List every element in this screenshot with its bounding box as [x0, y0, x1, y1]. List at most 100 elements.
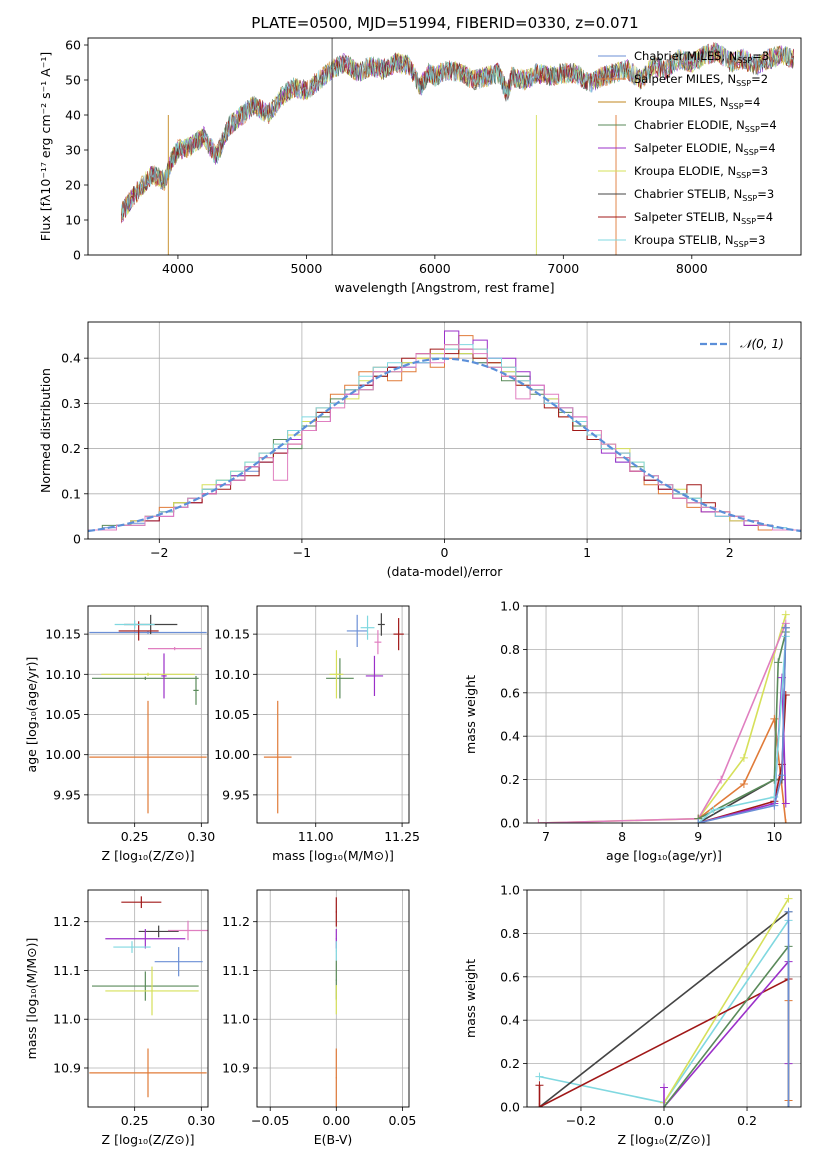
series-line — [697, 715, 787, 823]
legend-label: Chabrier MILES, NSSP=3 — [634, 49, 769, 65]
legend-label-sub: SSP — [736, 79, 751, 88]
series-marker — [535, 1103, 544, 1107]
series-marker — [781, 819, 790, 823]
plot-area — [257, 606, 409, 823]
legend-label-suffix: =4 — [760, 118, 777, 132]
x-tick-label: 0.30 — [187, 1113, 215, 1128]
x-axis-label: E(B-V) — [314, 1132, 353, 1147]
legend-label: Salpeter MILES, NSSP=2 — [634, 72, 768, 88]
y-tick-label: 11.0 — [53, 1012, 81, 1027]
y-tick-label: 10.15 — [45, 627, 81, 642]
legend-label-sub: SSP — [742, 194, 757, 203]
legend-label: Salpeter ELODIE, NSSP=4 — [634, 141, 776, 157]
series-marker — [770, 775, 779, 784]
y-tick-label: 0.8 — [500, 926, 520, 941]
y-tick-label: 10.05 — [45, 707, 81, 722]
series-marker — [709, 805, 718, 814]
panel-massweight_vs_age: 7 8 9 10 0.0 0.2 0.4 0.6 0.8 1.0 age [log₁₀(age/yr… — [463, 599, 802, 863]
axes-frame — [87, 889, 209, 1108]
x-tick-label: 0.2 — [737, 1113, 757, 1128]
series-line — [539, 911, 789, 1107]
legend-label-main: Kroupa STELIB, N — [634, 233, 734, 247]
legend-label: Kroupa STELIB, NSSP=3 — [634, 233, 765, 249]
x-axis-label: Z [log₁₀(Z/Z⊙)] — [618, 1132, 711, 1147]
y-tick-label: 11.1 — [222, 963, 250, 978]
y-tick-label: 0.2 — [500, 772, 520, 787]
axes-frame — [87, 321, 802, 540]
y-tick-label: 0.4 — [500, 729, 520, 744]
x-tick-label: 7 — [542, 829, 550, 844]
legend-label: Salpeter STELIB, NSSP=4 — [634, 210, 773, 226]
y-tick-label: 11.0 — [222, 1012, 250, 1027]
legend-label-main: Chabrier ELODIE, N — [634, 118, 745, 132]
x-tick-label: 11.25 — [384, 829, 420, 844]
series-marker — [660, 1103, 668, 1107]
series-marker — [777, 771, 786, 780]
spectrum-line — [121, 42, 794, 220]
y-tick-label: 0.0 — [500, 816, 520, 831]
series-line — [697, 636, 787, 823]
x-tick-label: 7000 — [547, 261, 579, 276]
y-axis-label: mass weight — [463, 675, 478, 754]
legend-label-suffix: =3 — [752, 49, 769, 63]
series-marker — [784, 1103, 793, 1107]
series-marker — [660, 1083, 668, 1092]
series-marker — [770, 801, 779, 810]
axes-frame — [256, 605, 410, 824]
spectrum-line — [121, 41, 794, 222]
y-tick-label: 0 — [73, 248, 81, 263]
y-tick-label: 0 — [73, 532, 81, 547]
normal-curve — [88, 357, 801, 533]
series-line — [663, 959, 790, 1107]
legend-label-sub: SSP — [729, 102, 744, 111]
x-tick-label: −0.05 — [251, 1113, 289, 1128]
legend-label-suffix: =4 — [759, 141, 776, 155]
y-tick-label: 20 — [65, 178, 81, 193]
y-tick-label: 10.9 — [222, 1060, 250, 1075]
series-marker — [781, 623, 790, 632]
series-line — [663, 944, 790, 1107]
x-tick-label: 11.00 — [298, 829, 334, 844]
series-line — [538, 623, 787, 823]
axes-frame — [256, 889, 410, 1108]
series-line — [697, 631, 787, 820]
y-tick-label: 10.00 — [45, 747, 81, 762]
y-tick-label: 1.0 — [500, 599, 520, 614]
y-tick-label: 10.00 — [214, 747, 250, 762]
y-axis-label: Normed distribution — [38, 368, 53, 493]
x-tick-label: 0.30 — [187, 829, 215, 844]
x-tick-label: 10 — [766, 829, 782, 844]
legend-label-sub: SSP — [736, 171, 751, 180]
x-tick-label: 0.25 — [121, 829, 149, 844]
series-marker — [739, 779, 748, 788]
y-tick-label: 10.05 — [214, 707, 250, 722]
y-tick-label: 0.4 — [500, 1013, 520, 1028]
panel-age_vs_mass: 11.00 11.25 9.95 10.00 10.05 10.10 10.15 mass [… — [214, 605, 420, 863]
x-tick-label: −1 — [293, 545, 311, 560]
legend-label-sub: SSP — [734, 240, 749, 249]
legend-label-suffix: =4 — [756, 210, 773, 224]
x-axis-label: Z [log₁₀(Z/Z⊙)] — [102, 848, 195, 863]
plot-area — [88, 606, 208, 823]
series-line — [663, 898, 790, 1104]
x-tick-label: 6000 — [419, 261, 451, 276]
series-marker — [784, 894, 793, 903]
legend-label-main: Kroupa MILES, N — [634, 95, 729, 109]
y-tick-label: 30 — [65, 143, 81, 158]
y-tick-label: 0.8 — [500, 642, 520, 657]
plot-area — [88, 322, 801, 539]
legend-label: 𝒩(0, 1) — [740, 337, 784, 351]
legend-label-suffix: =3 — [751, 164, 768, 178]
x-tick-label: 9 — [694, 829, 702, 844]
y-axis-label: age [log₁₀(age/yr)] — [24, 657, 39, 773]
y-tick-label: 1.0 — [500, 883, 520, 898]
histogram-step — [88, 344, 801, 539]
legend-label-main: Salpeter STELIB, N — [634, 210, 741, 224]
legend-label-main: Kroupa ELODIE, N — [634, 164, 736, 178]
y-tick-label: 0.1 — [61, 486, 81, 501]
x-tick-label: 4000 — [162, 261, 194, 276]
series-marker — [781, 610, 790, 619]
y-axis-label: mass [log₁₀(M/M⊙)] — [24, 938, 39, 1060]
legend-label-suffix: =2 — [751, 72, 768, 86]
